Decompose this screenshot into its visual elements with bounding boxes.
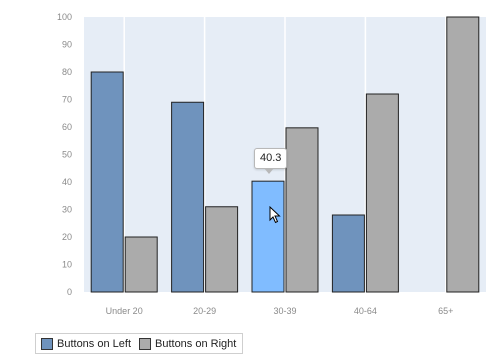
bar[interactable] (446, 16, 480, 293)
legend-item-buttons-on-right[interactable]: Buttons on Right (139, 337, 237, 350)
value-tooltip: 40.3 (254, 148, 288, 174)
x-tick-label: 40-64 (354, 306, 377, 316)
y-tick-label: 40 (62, 177, 72, 187)
x-tick-label: Under 20 (106, 306, 143, 316)
legend-item-buttons-on-left[interactable]: Buttons on Left (41, 337, 131, 350)
legend-label-left: Buttons on Left (57, 337, 131, 350)
bar[interactable] (205, 206, 239, 293)
y-tick-label: 100 (57, 12, 72, 22)
y-tick-label: 50 (62, 150, 72, 160)
mouse-pointer-icon (269, 206, 281, 224)
y-tick-label: 20 (62, 232, 72, 242)
bar[interactable] (285, 127, 319, 293)
x-tick-label: 30-39 (273, 306, 296, 316)
bar[interactable] (171, 101, 205, 293)
y-tick-label: 10 (62, 260, 72, 270)
bar[interactable] (365, 93, 399, 293)
y-tick-label: 0 (67, 287, 72, 297)
x-tick-label: 20-29 (193, 306, 216, 316)
y-tick-label: 90 (62, 40, 72, 50)
x-tick-label: 65+ (438, 306, 453, 316)
y-tick-label: 30 (62, 205, 72, 215)
bar-chart: 0 10 20 30 40 50 60 70 80 90 100 Under 20 20-29 30-3… (57, 12, 486, 316)
bar[interactable] (124, 236, 158, 293)
chart-legend: Buttons on Left Buttons on Right (35, 333, 244, 354)
legend-swatch-left (41, 337, 53, 350)
y-tick-label: 60 (62, 122, 72, 132)
bar[interactable] (331, 214, 365, 293)
bar[interactable] (251, 180, 285, 293)
y-tick-label: 70 (62, 95, 72, 105)
y-tick-label: 80 (62, 67, 72, 77)
legend-swatch-right (139, 337, 151, 350)
legend-label-right: Buttons on Right (155, 337, 237, 350)
bar[interactable] (90, 71, 124, 293)
